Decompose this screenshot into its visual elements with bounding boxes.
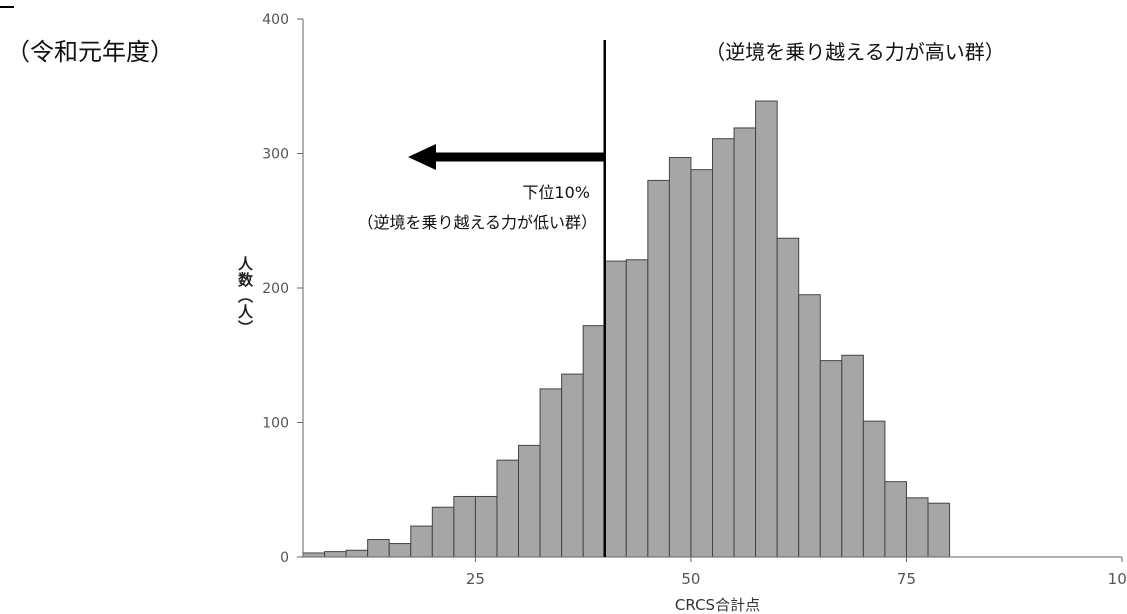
histogram-bar <box>367 539 390 558</box>
histogram-bar <box>862 420 886 558</box>
histogram-bar <box>884 481 907 558</box>
annotation-group <box>408 40 606 557</box>
x-tick-label: 75 <box>897 570 916 588</box>
histogram-bar <box>561 373 584 558</box>
histogram-bar <box>410 525 433 558</box>
histogram-bar <box>496 459 520 558</box>
ticks-group: 0 100 200 300 400 25 50 75 100 人数（人） <box>236 12 1127 588</box>
y-axis-label: 人数（人） <box>236 256 254 336</box>
annotation-low-group: （逆境を乗り越える力が低い群） <box>357 213 597 232</box>
histogram-bar <box>733 127 757 558</box>
histogram-bar <box>712 138 735 558</box>
histogram-bar <box>431 506 455 558</box>
histogram-bar <box>324 551 347 558</box>
annotation-low-percent: 下位10% <box>522 183 590 202</box>
histogram-bar <box>625 259 649 558</box>
histogram-bar <box>690 169 714 558</box>
y-tick-label: 0 <box>280 550 289 566</box>
y-tick-label: 300 <box>262 147 289 163</box>
year-label: （令和元年度） <box>6 38 174 66</box>
annotation-high-group: （逆境を乗り越える力が高い群） <box>705 40 1004 64</box>
histogram-bar <box>776 237 800 558</box>
bars-group <box>302 100 951 558</box>
arrow-head <box>408 144 436 170</box>
histogram-bar <box>453 495 476 558</box>
x-tick-label: 100 <box>1108 570 1127 588</box>
x-axis-label: CRCS合計点 <box>675 596 760 614</box>
y-tick-label: 400 <box>262 12 289 28</box>
corner-mark <box>0 6 14 8</box>
y-tick-label: 200 <box>262 281 289 297</box>
histogram-bar <box>798 294 821 558</box>
y-tick-label: 100 <box>262 416 289 432</box>
x-tick-label: 50 <box>681 570 700 588</box>
histogram-bar <box>819 360 843 558</box>
histogram-bar <box>668 157 692 558</box>
histogram-bar <box>927 502 951 558</box>
histogram-bar <box>345 549 369 558</box>
histogram-bar <box>518 444 541 558</box>
histogram-bar <box>604 260 627 558</box>
histogram-bar <box>905 497 929 558</box>
histogram-bar <box>388 543 412 558</box>
histogram-bar <box>755 100 778 558</box>
histogram-bar <box>474 495 498 558</box>
x-tick-label: 25 <box>466 570 485 588</box>
histogram-bar <box>539 388 563 558</box>
histogram-bar <box>582 325 606 558</box>
histogram-bar <box>302 552 326 558</box>
histogram-bar <box>647 179 670 558</box>
histogram-bar <box>841 354 864 558</box>
